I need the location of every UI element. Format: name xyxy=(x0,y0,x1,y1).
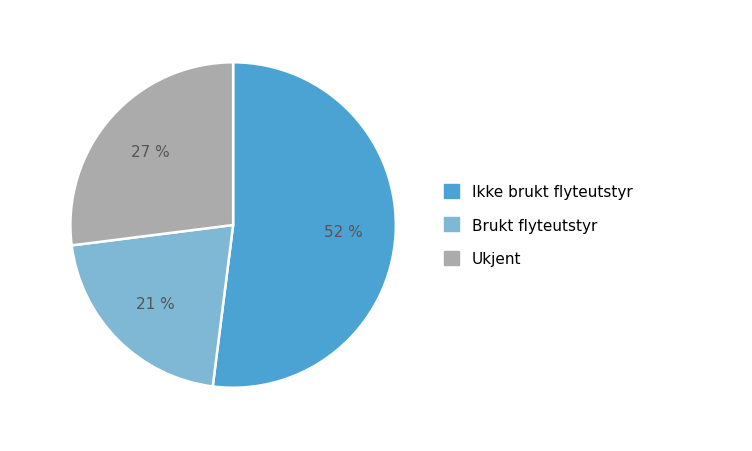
Wedge shape xyxy=(213,63,396,388)
Text: 21 %: 21 % xyxy=(135,296,174,311)
Wedge shape xyxy=(71,63,233,246)
Legend: Ikke brukt flyteutstyr, Brukt flyteutstyr, Ukjent: Ikke brukt flyteutstyr, Brukt flyteutsty… xyxy=(444,184,632,267)
Wedge shape xyxy=(71,226,233,387)
Text: 27 %: 27 % xyxy=(131,145,169,160)
Text: 52 %: 52 % xyxy=(324,225,363,240)
